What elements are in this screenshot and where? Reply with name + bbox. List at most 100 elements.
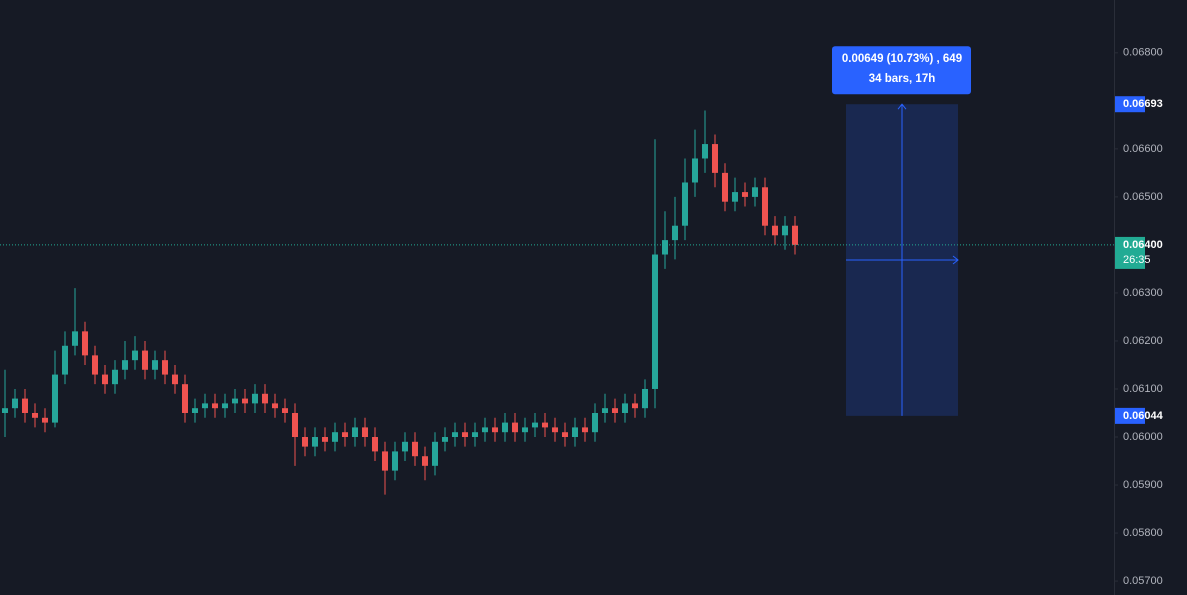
candle-body xyxy=(542,422,548,428)
y-tick-label: 0.05900 xyxy=(1123,479,1163,491)
candle-body xyxy=(272,403,278,409)
candle-body xyxy=(392,451,398,471)
candle-body xyxy=(282,408,288,413)
candle-body xyxy=(522,427,528,433)
candle-body xyxy=(162,360,168,375)
y-tick-label: 0.06200 xyxy=(1123,335,1163,347)
y-tick-label: 0.05700 xyxy=(1123,575,1163,587)
candle-body xyxy=(32,412,38,418)
candle-body xyxy=(152,360,158,370)
candle-body xyxy=(192,408,198,413)
candle-body xyxy=(312,437,318,447)
candle-body xyxy=(642,388,648,409)
candle-body xyxy=(92,355,98,375)
candle-body xyxy=(602,408,608,413)
candle-body xyxy=(562,432,568,438)
candle-body xyxy=(242,398,248,404)
candle-body xyxy=(72,331,78,346)
candle-body xyxy=(502,422,508,433)
candle-body xyxy=(782,225,788,236)
candle-body xyxy=(552,427,558,433)
candle-body xyxy=(292,412,298,438)
candle-body xyxy=(452,432,458,438)
candle-body xyxy=(122,360,128,370)
candle-body xyxy=(2,408,8,413)
candle-body xyxy=(42,417,48,423)
candle-body xyxy=(592,412,598,433)
measure-tooltip-text: 34 bars, 17h xyxy=(869,73,935,85)
candle-body xyxy=(142,350,148,370)
candle-body xyxy=(132,350,138,361)
candle-body xyxy=(12,398,18,409)
candle-body xyxy=(302,437,308,447)
candle-body xyxy=(262,393,268,404)
candle-body xyxy=(22,398,28,413)
candle-body xyxy=(492,427,498,433)
candle-body xyxy=(582,427,588,433)
candle-body xyxy=(52,374,58,423)
y-tick-label: 0.06100 xyxy=(1123,383,1163,395)
candle-body xyxy=(482,427,488,433)
price-marker xyxy=(1115,236,1145,269)
candle-body xyxy=(372,437,378,452)
candle-body xyxy=(792,225,798,245)
candle-body xyxy=(512,422,518,433)
candle-body xyxy=(682,182,688,226)
candle-body xyxy=(422,456,428,466)
candle-body xyxy=(62,345,68,375)
candle-body xyxy=(182,384,188,413)
price-marker-label: 0.06044 xyxy=(1123,410,1164,422)
price-marker xyxy=(1115,407,1145,424)
candle-body xyxy=(222,403,228,409)
measure-tooltip-text: 0.00649 (10.73%) , 649 xyxy=(842,53,962,65)
candle-body xyxy=(572,427,578,438)
candle-body xyxy=(692,158,698,183)
candle-body xyxy=(722,172,728,202)
y-tick-label: 0.06000 xyxy=(1123,431,1163,443)
candle-body xyxy=(772,225,778,236)
candle-body xyxy=(612,408,618,413)
measure-tooltip xyxy=(832,46,971,95)
y-tick-label: 0.06800 xyxy=(1123,47,1163,59)
candle-body xyxy=(382,451,388,471)
candle-body xyxy=(762,187,768,226)
candle-body xyxy=(352,427,358,438)
candle-body xyxy=(112,369,118,385)
candle-body xyxy=(102,374,108,385)
price-marker-label: 0.06693 xyxy=(1123,98,1163,110)
candle-body xyxy=(442,437,448,442)
candle-body xyxy=(662,240,668,255)
candle-body xyxy=(532,422,538,428)
candle-body xyxy=(322,437,328,442)
price-marker xyxy=(1115,96,1145,113)
price-marker-countdown: 26:35 xyxy=(1123,254,1151,266)
y-tick-label: 0.06300 xyxy=(1123,287,1163,299)
candle-body xyxy=(402,441,408,452)
candle-body xyxy=(702,144,708,159)
candle-body xyxy=(712,144,718,173)
y-tick-label: 0.06600 xyxy=(1123,143,1163,155)
candle-body xyxy=(332,432,338,442)
y-tick-label: 0.06500 xyxy=(1123,191,1163,203)
measure-arrowhead xyxy=(897,103,907,110)
candle-body xyxy=(632,403,638,409)
candle-body xyxy=(672,225,678,241)
candle-body xyxy=(652,254,658,389)
candle-body xyxy=(742,192,748,197)
candle-body xyxy=(432,441,438,466)
candle-body xyxy=(202,403,208,409)
candle-body xyxy=(342,432,348,438)
price-marker-label: 0.06400 xyxy=(1123,239,1163,251)
candle-body xyxy=(472,432,478,438)
candle-body xyxy=(412,441,418,457)
candle-body xyxy=(82,331,88,356)
candle-body xyxy=(752,187,758,197)
candle-body xyxy=(232,398,238,404)
candle-body xyxy=(462,432,468,438)
candle-body xyxy=(252,393,258,404)
candle-body xyxy=(212,403,218,409)
candle-body xyxy=(362,427,368,438)
candle-body xyxy=(732,192,738,202)
